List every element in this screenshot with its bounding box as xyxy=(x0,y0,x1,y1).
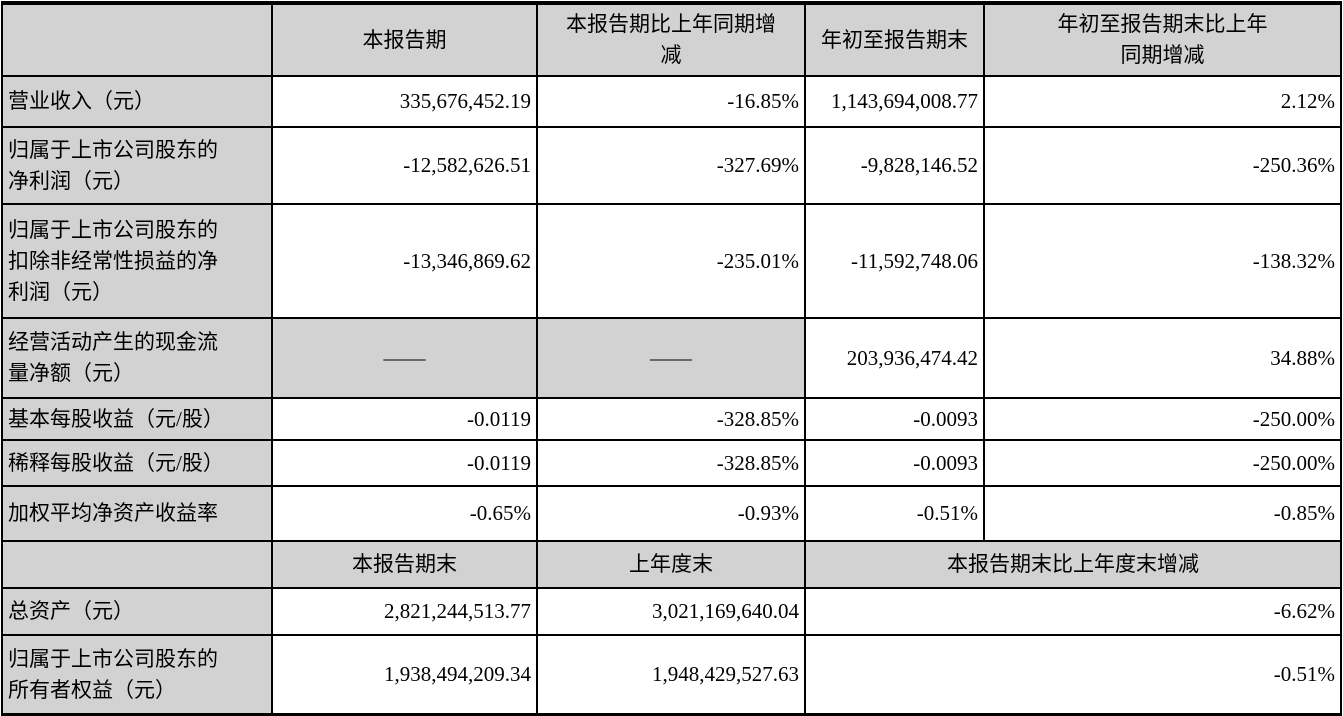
header-end-of-period: 本报告期末 xyxy=(271,540,538,589)
cell-value: -250.36% xyxy=(983,126,1342,205)
header-cell-blank xyxy=(1,540,273,589)
cell-value: -0.65% xyxy=(271,485,538,542)
header-period-end-vs-year-end-change: 本报告期末比上年度末增减 xyxy=(804,540,1342,589)
row-net-profit-attributable: 归属于上市公司股东的 净利润（元） -12,582,626.51 -327.69… xyxy=(1,126,1342,205)
header-cell-blank xyxy=(1,2,273,77)
row-label: 归属于上市公司股东的 净利润（元） xyxy=(1,126,273,205)
cell-value: -16.85% xyxy=(536,75,806,128)
cell-value: 1,143,694,008.77 xyxy=(804,75,985,128)
row-weighted-avg-roe: 加权平均净资产收益率 -0.65% -0.93% -0.51% -0.85% xyxy=(1,485,1342,542)
cell-value: -0.93% xyxy=(536,485,806,542)
cell-value: -138.32% xyxy=(983,203,1342,319)
row-total-assets: 总资产（元） 2,821,244,513.77 3,021,169,640.04… xyxy=(1,587,1342,636)
cell-value: -0.0093 xyxy=(804,439,985,487)
header-row-period: 本报告期 本报告期比上年同期增 减 年初至报告期末 年初至报告期末比上年 同期增… xyxy=(1,2,1342,77)
row-label: 基本每股收益（元/股） xyxy=(1,397,273,441)
cell-value: -327.69% xyxy=(536,126,806,205)
cell-value: -6.62% xyxy=(804,587,1342,636)
cell-value: -0.0119 xyxy=(271,439,538,487)
row-label: 加权平均净资产收益率 xyxy=(1,485,273,542)
cell-value: 203,936,474.42 xyxy=(804,317,985,399)
cell-value: -0.85% xyxy=(983,485,1342,542)
cell-value: -328.85% xyxy=(536,439,806,487)
cell-value: -11,592,748.06 xyxy=(804,203,985,319)
row-diluted-eps: 稀释每股收益（元/股） -0.0119 -328.85% -0.0093 -25… xyxy=(1,439,1342,487)
row-net-profit-excl-nonrecurring: 归属于上市公司股东的 扣除非经常性损益的净 利润（元） -13,346,869.… xyxy=(1,203,1342,319)
cell-value: 1,938,494,209.34 xyxy=(271,634,538,716)
row-label: 总资产（元） xyxy=(1,587,273,636)
cell-dash: —— xyxy=(536,317,806,399)
header-year-to-date-yoy-change: 年初至报告期末比上年 同期增减 xyxy=(983,2,1342,77)
row-label: 归属于上市公司股东的 扣除非经常性损益的净 利润（元） xyxy=(1,203,273,319)
row-label: 经营活动产生的现金流 量净额（元） xyxy=(1,317,273,399)
cell-value: -0.51% xyxy=(804,485,985,542)
row-basic-eps: 基本每股收益（元/股） -0.0119 -328.85% -0.0093 -25… xyxy=(1,397,1342,441)
header-current-period-yoy-change: 本报告期比上年同期增 减 xyxy=(536,2,806,77)
row-owners-equity: 归属于上市公司股东的 所有者权益（元） 1,938,494,209.34 1,9… xyxy=(1,634,1342,716)
header-row-period-end: 本报告期末 上年度末 本报告期末比上年度末增减 xyxy=(1,540,1342,589)
cell-value: 2,821,244,513.77 xyxy=(271,587,538,636)
row-label: 营业收入（元） xyxy=(1,75,273,128)
cell-value: 1,948,429,527.63 xyxy=(536,634,806,716)
header-year-to-date: 年初至报告期末 xyxy=(804,2,985,77)
header-current-period: 本报告期 xyxy=(271,2,538,77)
cell-value: -12,582,626.51 xyxy=(271,126,538,205)
cell-value: -0.0093 xyxy=(804,397,985,441)
cell-value: -0.0119 xyxy=(271,397,538,441)
cell-value: 3,021,169,640.04 xyxy=(536,587,806,636)
cell-value: -9,828,146.52 xyxy=(804,126,985,205)
cell-value: -235.01% xyxy=(536,203,806,319)
cell-value: -13,346,869.62 xyxy=(271,203,538,319)
cell-value: -0.51% xyxy=(804,634,1342,716)
cell-value: 2.12% xyxy=(983,75,1342,128)
cell-dash: —— xyxy=(271,317,538,399)
row-label: 归属于上市公司股东的 所有者权益（元） xyxy=(1,634,273,716)
cell-value: -250.00% xyxy=(983,439,1342,487)
row-operating-cash-flow: 经营活动产生的现金流 量净额（元） —— —— 203,936,474.42 3… xyxy=(1,317,1342,399)
cell-value: 34.88% xyxy=(983,317,1342,399)
header-end-of-last-year: 上年度末 xyxy=(536,540,806,589)
row-operating-revenue: 营业收入（元） 335,676,452.19 -16.85% 1,143,694… xyxy=(1,75,1342,128)
cell-value: -250.00% xyxy=(983,397,1342,441)
row-label: 稀释每股收益（元/股） xyxy=(1,439,273,487)
cell-value: -328.85% xyxy=(536,397,806,441)
cell-value: 335,676,452.19 xyxy=(271,75,538,128)
